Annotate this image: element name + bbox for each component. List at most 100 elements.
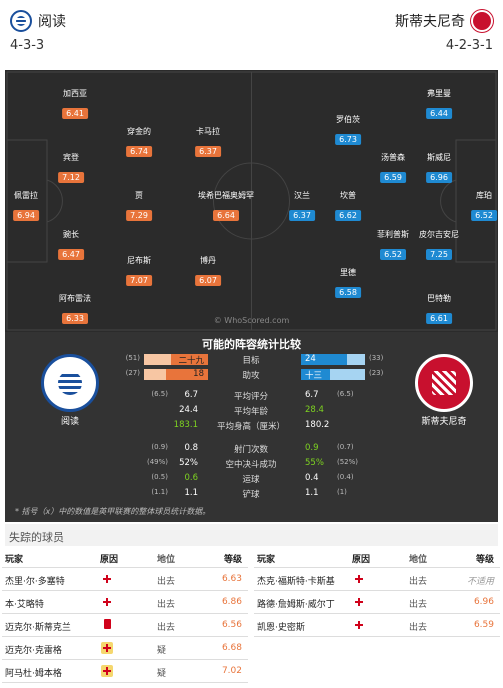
away-player[interactable]: 弗里曼 6.44 — [426, 89, 452, 119]
stat-row-avg-rating: (6.5) 6.7 平均评分 6.7 (6.5) — [151, 390, 354, 402]
away-player[interactable]: 罗伯茨 6.73 — [335, 115, 361, 145]
away-player[interactable]: 巴特勒 6.61 — [426, 294, 452, 324]
home-stat-bar: 二十九 — [144, 354, 208, 366]
watermark: © WhoScored.com — [213, 316, 290, 325]
stat-row-assists: (27) 18 助攻 十三 (23) — [125, 369, 384, 381]
player-rating: 6.44 — [426, 108, 452, 119]
table-row: 杰里·尔·多塞特 出去 6.63 — [2, 568, 248, 591]
home-player[interactable]: 博丹 6.07 — [195, 255, 221, 287]
table-row: 迈克尔·克雷格 疑 6.68 — [2, 637, 248, 660]
home-crest-label: 阅读 — [60, 417, 79, 427]
table-row: 杰克·福斯特·卡斯基 出去 不适用 — [254, 568, 500, 591]
player-rating: 6.33 — [62, 313, 88, 324]
home-player[interactable]: 佩雷拉 6.94 — [13, 191, 39, 221]
home-crest-icon — [10, 10, 32, 32]
player-link[interactable]: 凯恩·史密斯 — [257, 623, 305, 633]
player-link[interactable]: 本·艾略特 — [5, 600, 44, 610]
player-rating: 6.58 — [335, 287, 361, 298]
away-team-name[interactable]: 斯蒂夫尼奇 — [395, 14, 465, 30]
player-rating: 6.73 — [335, 134, 361, 145]
stat-row-tackles: (1.1) 1.1 铲球 1.1 (1) — [151, 488, 347, 500]
player-rating: 7.29 — [126, 210, 152, 221]
match-header: 阅读 4-3-3 斯蒂夫尼奇 4-2-3-1 — [0, 0, 503, 70]
player-rating: 6.64 — [213, 210, 239, 221]
home-player[interactable]: 宾登 7.12 — [58, 152, 84, 184]
away-player[interactable]: 库珀 6.52 — [471, 190, 497, 222]
home-player[interactable]: 加西亚 6.41 — [62, 89, 88, 119]
stat-row-avg-age: 24.4 平均年龄 28.4 — [179, 405, 324, 417]
pitch: 加西亚 6.41 穿金的 6.74 卡马拉 6.37 宾登 7.12 佩雷拉 6.94 贾… — [5, 70, 498, 332]
player-rating: 6.47 — [58, 249, 84, 260]
home-stat-bar: 18 — [144, 369, 208, 380]
player-rating: 7.12 — [58, 172, 84, 183]
player-link[interactable]: 阿马杜·姆本格 — [5, 669, 62, 679]
player-rating: 6.62 — [335, 210, 361, 221]
lineup-comparison: 可能的阵容统计比较 阅读 斯蒂夫尼奇 (51) 二十九 目标 24 (33) (… — [5, 332, 498, 522]
player-rating: 6.41 — [62, 108, 88, 119]
away-player[interactable]: 汉兰 6.37 — [289, 190, 315, 222]
away-player[interactable]: 里德 6.58 — [335, 267, 361, 299]
away-player[interactable]: 菲利普斯 6.52 — [377, 230, 409, 260]
away-player[interactable]: 坎普 6.62 — [335, 190, 361, 222]
player-link[interactable]: 杰克·福斯特·卡斯基 — [257, 577, 335, 587]
player-rating: 6.61 — [426, 313, 452, 324]
home-player[interactable]: 尼布斯 7.07 — [126, 256, 152, 286]
missing-players-title: 失踪的球员 — [5, 524, 498, 546]
home-missing-table: 玩家 原因 地位 等级 杰里·尔·多塞特 出去 6.63 本·艾略特 出去 6.… — [2, 548, 248, 683]
player-link[interactable]: 迈克尔·斯蒂克兰 — [5, 623, 71, 633]
away-missing-table: 玩家 原因 地位 等级 杰克·福斯特·卡斯基 出去 不适用 路德·詹姆斯·威尔丁… — [254, 548, 500, 637]
away-crest-label: 斯蒂夫尼奇 — [421, 417, 467, 427]
player-link[interactable]: 路德·詹姆斯·威尔丁 — [257, 600, 335, 610]
table-row: 本·艾略特 出去 6.86 — [2, 591, 248, 614]
injury-icon — [102, 597, 112, 607]
player-rating: 7.25 — [426, 249, 452, 260]
away-player[interactable]: 皮尔吉安尼 7.25 — [419, 230, 459, 260]
home-player[interactable]: 豌长 6.47 — [58, 229, 84, 261]
player-rating: 6.37 — [289, 210, 315, 221]
player-rating: 6.74 — [126, 146, 152, 157]
stat-row-avg-height: 183.1 平均身高（厘米） 180.2 — [173, 420, 330, 432]
player-link[interactable]: 迈克尔·克雷格 — [5, 646, 62, 656]
injury-icon — [102, 574, 112, 584]
player-link[interactable]: 杰里·尔·多塞特 — [5, 577, 65, 587]
home-crest-icon[interactable] — [41, 354, 99, 412]
injury-icon — [354, 597, 364, 607]
away-crest-icon[interactable] — [415, 354, 473, 412]
table-header: 玩家 原因 地位 等级 — [2, 548, 248, 568]
stat-row-dribbles: (0.5) 0.6 运球 0.4 (0.4) — [151, 473, 354, 485]
injury-icon — [354, 574, 364, 584]
home-team-name[interactable]: 阅读 — [38, 14, 66, 30]
stat-row-shots: (0.9) 0.8 射门次数 0.9 (0.7) — [151, 443, 354, 455]
player-rating: 6.52 — [471, 210, 497, 221]
away-player[interactable]: 汤普森 6.59 — [380, 153, 406, 183]
away-team[interactable]: 斯蒂夫尼奇 — [395, 10, 493, 32]
home-player[interactable]: 阿布雷法 6.33 — [59, 294, 91, 324]
home-team[interactable]: 阅读 — [10, 10, 66, 32]
doubtful-icon — [101, 665, 113, 677]
player-rating: 6.96 — [426, 172, 452, 183]
player-rating: 7.07 — [126, 275, 152, 286]
home-player[interactable]: 埃希巴福奥姆罕 6.64 — [198, 191, 254, 221]
table-header: 玩家 原因 地位 等级 — [254, 548, 500, 568]
table-row: 路德·詹姆斯·威尔丁 出去 6.96 — [254, 591, 500, 614]
home-player[interactable]: 贾 7.29 — [126, 190, 152, 222]
player-rating: 6.59 — [380, 172, 406, 183]
away-stat-bar: 24 — [301, 354, 365, 365]
home-formation: 4-3-3 — [10, 38, 45, 53]
red-card-icon — [104, 619, 111, 629]
away-formation: 4-2-3-1 — [445, 38, 493, 53]
player-rating: 6.37 — [195, 146, 221, 157]
table-row: 迈克尔·斯蒂克兰 出去 6.56 — [2, 614, 248, 637]
away-crest-icon — [471, 10, 493, 32]
player-rating: 6.07 — [195, 275, 221, 286]
stat-row-goals: (51) 二十九 目标 24 (33) — [125, 354, 384, 366]
doubtful-icon — [101, 642, 113, 654]
away-player[interactable]: 斯威尼 6.96 — [426, 153, 452, 183]
injury-icon — [354, 620, 364, 630]
away-stat-bar: 十三 — [301, 369, 365, 381]
home-player[interactable]: 穿金的 6.74 — [126, 127, 152, 157]
comparison-title: 可能的阵容统计比较 — [202, 338, 301, 351]
home-player[interactable]: 卡马拉 6.37 — [195, 127, 221, 157]
stat-row-aerials: (49%) 52% 空中决斗成功 55% (52%) — [146, 458, 359, 470]
player-rating: 6.52 — [380, 249, 406, 260]
